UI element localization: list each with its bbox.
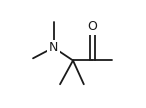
Text: N: N xyxy=(49,41,58,54)
Text: O: O xyxy=(87,21,97,33)
